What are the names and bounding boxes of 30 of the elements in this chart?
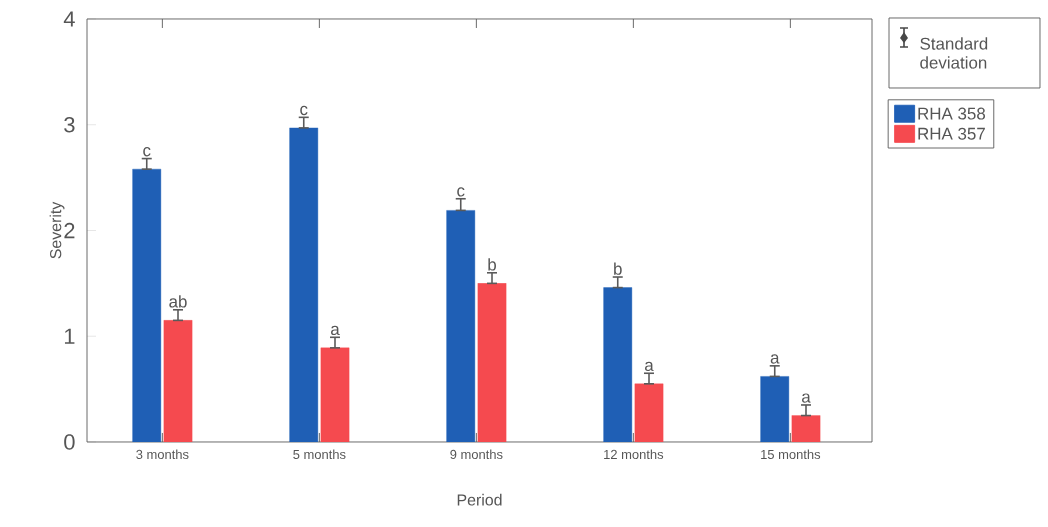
bar bbox=[163, 320, 193, 442]
data-label: b bbox=[614, 262, 622, 275]
data-label: ab bbox=[169, 295, 187, 308]
data-label: c bbox=[300, 105, 308, 116]
data-label: b bbox=[488, 258, 496, 271]
text: Standard deviation bbox=[920, 37, 988, 69]
data-label: a bbox=[645, 361, 654, 372]
y-axis-title: Severity bbox=[49, 201, 65, 259]
data-label: a bbox=[331, 325, 340, 336]
bar bbox=[634, 383, 664, 442]
y-tick-label: 2 bbox=[64, 222, 75, 239]
y-tick-label: 0 bbox=[64, 434, 75, 450]
legend-label: RHA 358 bbox=[918, 107, 986, 120]
bar bbox=[320, 347, 350, 442]
y-tick-label: 4 bbox=[63, 11, 75, 27]
x-tick-label: 3 months bbox=[136, 449, 189, 460]
y-tick-label: 1 bbox=[64, 328, 75, 344]
data-label: c bbox=[143, 147, 151, 157]
data-label: a bbox=[770, 354, 780, 364]
x-tick-label: 12 months bbox=[604, 449, 664, 460]
data-label: a bbox=[802, 393, 811, 403]
bar bbox=[477, 283, 507, 442]
bar bbox=[791, 415, 821, 442]
x-tick-label: 15 months bbox=[761, 449, 821, 460]
x-tick-label: 5 months bbox=[293, 449, 346, 460]
data-label: c bbox=[457, 187, 465, 197]
y-tick-label: 3 bbox=[64, 116, 75, 133]
x-axis-title: Period bbox=[457, 493, 502, 506]
x-tick-label: 9 months bbox=[450, 449, 503, 460]
legend-label: RHA 357 bbox=[918, 127, 985, 140]
